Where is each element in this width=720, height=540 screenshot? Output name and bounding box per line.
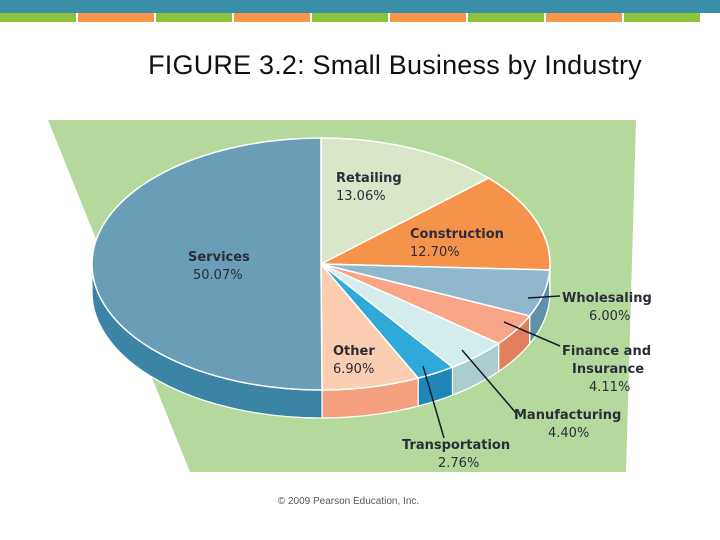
label-finance-and-insurance-line-2: Insurance — [572, 362, 644, 377]
label-retailing: Retailing — [336, 171, 402, 186]
value-transportation: 2.76% — [438, 456, 479, 471]
value-services: 50.07% — [193, 268, 243, 283]
slice-labels: Retailing 13.06% Construction 12.70% Wholesa… — [188, 171, 652, 471]
value-finance-and-insurance: 4.11% — [589, 380, 630, 395]
top-band-segment — [312, 13, 388, 22]
leader-line-transportation — [422, 365, 445, 439]
top-band-stripe — [0, 0, 720, 13]
pie-slice-retailing — [320, 137, 491, 266]
top-band-segment — [546, 13, 622, 22]
value-construction: 12.70% — [410, 245, 460, 260]
label-construction: Construction — [410, 227, 504, 242]
top-band-segment — [0, 13, 76, 22]
label-finance-and-insurance-line-1: Finance and — [562, 344, 651, 359]
leader-line-wholesaling — [527, 295, 561, 299]
top-band-segment — [624, 13, 700, 22]
pie-top-layer — [91, 137, 551, 391]
top-band-segment — [156, 13, 232, 22]
pie-side-layer — [91, 263, 551, 419]
leader-lines — [422, 295, 561, 439]
value-retailing: 13.06% — [336, 189, 386, 204]
top-band-segment — [234, 13, 310, 22]
leader-line-finance-and-insurance — [503, 321, 561, 347]
value-manufacturing: 4.40% — [548, 426, 589, 441]
label-other: Other — [333, 344, 375, 359]
top-band-segment — [78, 13, 154, 22]
pie-slice-construction — [320, 177, 551, 271]
page-title: FIGURE 3.2: Small Business by Industry — [148, 50, 642, 80]
pie-slice-services — [91, 137, 323, 391]
label-manufacturing: Manufacturing — [514, 408, 621, 423]
label-transportation: Transportation — [402, 438, 510, 453]
leader-line-manufacturing — [461, 349, 517, 414]
top-band-segment — [390, 13, 466, 22]
copyright-notice: © 2009 Pearson Education, Inc. — [277, 496, 420, 507]
top-decorative-band — [0, 0, 720, 22]
label-wholesaling: Wholesaling — [562, 291, 652, 306]
value-wholesaling: 6.00% — [589, 309, 630, 324]
label-services: Services — [188, 250, 250, 265]
top-band-segment — [468, 13, 544, 22]
value-other: 6.90% — [333, 362, 374, 377]
